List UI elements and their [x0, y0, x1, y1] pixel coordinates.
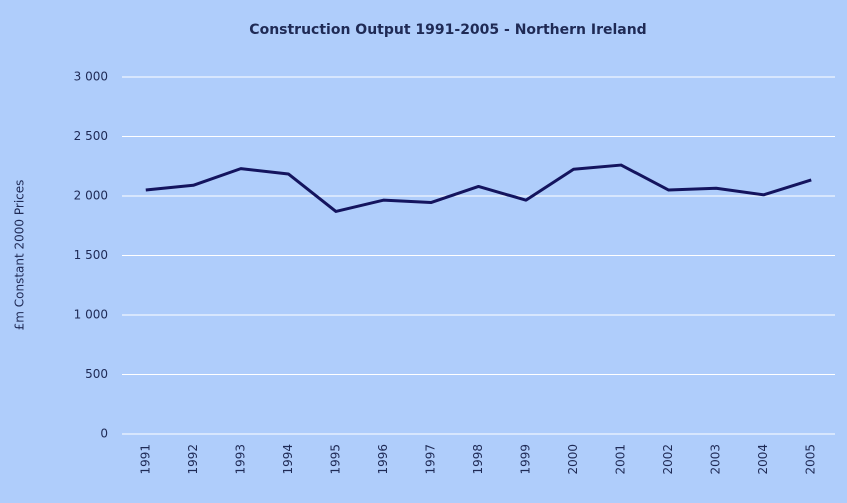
x-tick-label: 2003	[709, 444, 723, 475]
y-axis-label: £m Constant 2000 Prices	[13, 180, 27, 331]
x-tick-label: 1995	[328, 444, 342, 475]
data-line	[145, 163, 812, 213]
x-tick-label: 1992	[186, 444, 200, 475]
y-tick-label: 2 500	[74, 129, 108, 143]
x-tick-label: 2004	[756, 444, 770, 475]
chart-title: Construction Output 1991-2005 - Northern…	[249, 22, 646, 38]
x-tick-label: 1997	[423, 444, 437, 475]
x-tick-label: 1993	[233, 444, 247, 475]
x-tick-label: 1994	[281, 444, 295, 475]
x-tick-label: 1996	[376, 444, 390, 475]
x-tick-label: 2001	[614, 444, 628, 475]
x-tick-label: 2002	[661, 444, 675, 475]
y-tick-label: 2 000	[74, 189, 108, 203]
y-tick-label: 1 000	[74, 308, 108, 322]
x-tick-label: 1998	[471, 444, 485, 475]
x-tick-label: 1991	[138, 444, 152, 475]
x-tick-label: 1999	[519, 444, 533, 475]
x-tick-label: 2005	[804, 444, 818, 475]
x-tick-label: 2000	[566, 444, 580, 475]
y-tick-label: 3 000	[74, 70, 108, 84]
y-tick-label: 500	[85, 367, 108, 381]
y-tick-label: 1 500	[74, 248, 108, 262]
y-tick-label: 0	[100, 427, 108, 441]
